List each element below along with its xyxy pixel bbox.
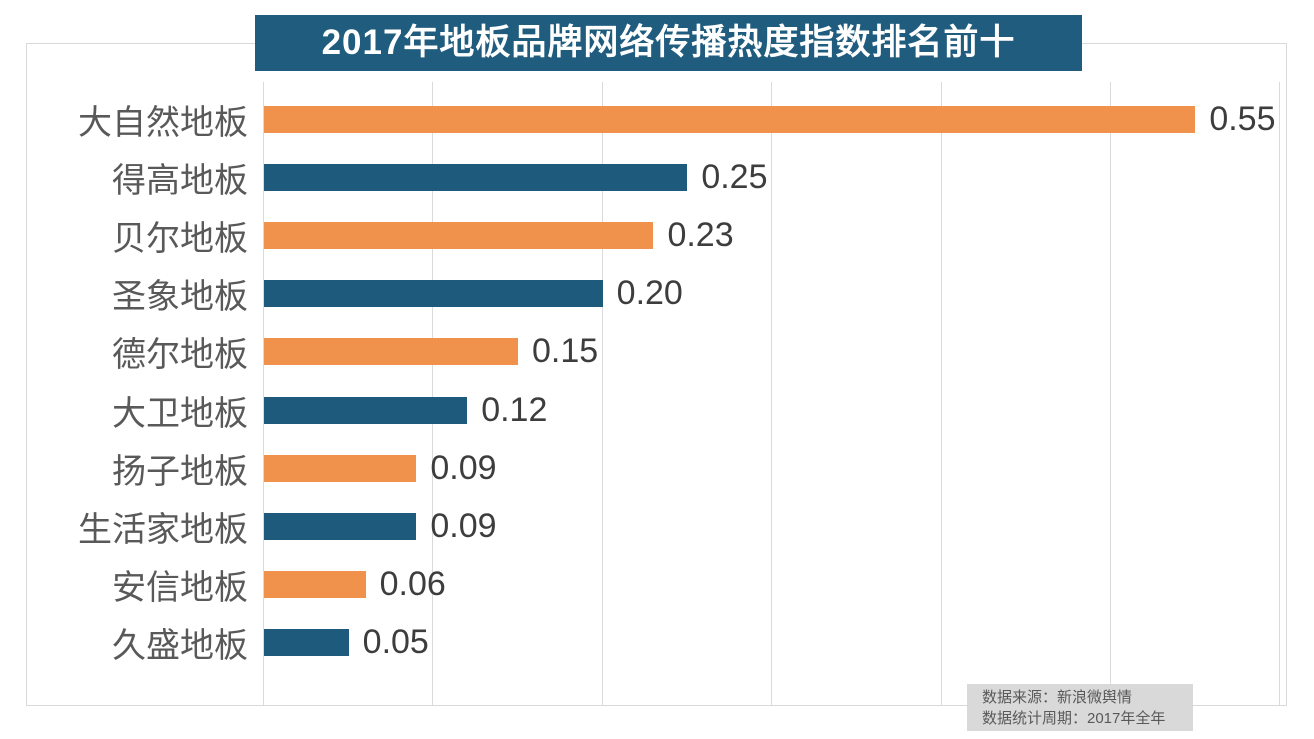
value-label: 0.12 [481,390,548,429]
category-label: 圣象地板 [112,278,248,317]
x-gridline [771,82,772,706]
category-label: 久盛地板 [112,627,248,666]
x-gridline [602,82,603,706]
bar-row: 德尔地板 0.15 [0,323,1314,381]
category-label: 生活家地板 [78,510,248,549]
value-label: 0.15 [532,332,599,371]
x-gridline [941,82,942,706]
bar [264,512,417,540]
chart-title: 2017年地板品牌网络传播热度指数排名前十 [321,23,1016,62]
value-label: 0.05 [362,623,429,662]
value-label: 0.09 [430,506,497,545]
bar [264,338,518,366]
category-label: 大自然地板 [78,103,248,142]
bar [264,629,349,657]
chart-title-banner: 2017年地板品牌网络传播热度指数排名前十 [255,15,1082,71]
value-label: 0.20 [616,274,683,313]
bar [264,396,468,424]
category-label: 得高地板 [112,161,248,200]
category-label: 安信地板 [112,569,248,608]
bar-row: 圣象地板 0.20 [0,265,1314,323]
x-gridline [1110,82,1111,706]
bar-row: 久盛地板 0.05 [0,614,1314,672]
category-label: 德尔地板 [112,336,248,375]
y-axis-line [263,82,264,706]
value-label: 0.25 [701,157,768,196]
bar [264,221,654,249]
x-gridline [432,82,433,706]
value-label: 0.06 [379,565,446,604]
bar-row: 贝尔地板 0.23 [0,206,1314,264]
value-label: 0.09 [430,448,497,487]
bar-row: 得高地板 0.25 [0,148,1314,206]
source-note-line2: 数据统计周期：2017年全年 [982,710,1166,727]
bar-row: 生活家地板 0.09 [0,497,1314,555]
bar [264,163,688,191]
bar [264,454,417,482]
bar-rows: 大自然地板 0.55 得高地板 0.25 贝尔地板 0.23 圣象地板 0.20 德尔地板 0.1… [0,90,1314,672]
source-note-line1: 数据来源：新浪微舆情 [982,689,1133,706]
bar [264,571,366,599]
value-label: 0.23 [667,215,734,254]
bar-row: 大卫地板 0.12 [0,381,1314,439]
bar [264,280,603,308]
value-label: 0.55 [1209,99,1276,138]
plot-frame [26,43,1287,706]
bar [264,105,1196,133]
x-gridline [1279,82,1280,706]
category-label: 大卫地板 [112,394,248,433]
bar-row: 安信地板 0.06 [0,556,1314,614]
category-label: 扬子地板 [112,452,248,491]
bar-row: 扬子地板 0.09 [0,439,1314,497]
bar-row: 大自然地板 0.55 [0,90,1314,148]
category-label: 贝尔地板 [112,219,248,258]
source-note: 数据来源：新浪微舆情 数据统计周期：2017年全年 [967,684,1193,731]
